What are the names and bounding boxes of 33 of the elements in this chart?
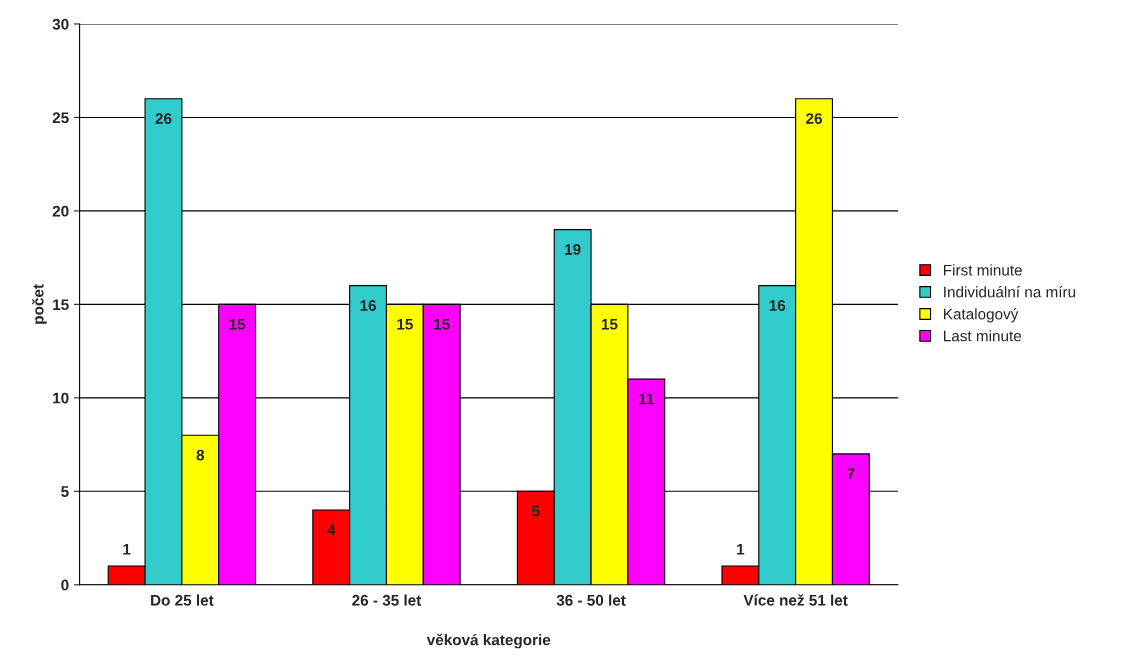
data-label: 15 (229, 318, 246, 330)
data-label: 1 (737, 543, 745, 555)
x-tick-label: 26 - 35 let (352, 594, 422, 606)
legend-label: Last minute (944, 330, 1022, 342)
data-label: 15 (601, 318, 618, 330)
data-label: 15 (397, 318, 413, 330)
data-label: 16 (769, 300, 786, 311)
y-tick-label: 25 (52, 112, 69, 124)
y-tick-label: 20 (52, 205, 69, 217)
y-tick-label: 30 (52, 18, 69, 30)
legend-label: First minute (944, 264, 1022, 276)
data-label: 1 (123, 543, 131, 555)
data-label: 5 (532, 505, 540, 517)
data-label: 4 (327, 524, 336, 536)
y-tick-label: 15 (53, 299, 69, 311)
y-tick-label: 5 (61, 486, 69, 497)
x-axis-title: věková kategorie (426, 633, 551, 649)
x-tick-label: Více než 51 let (743, 594, 848, 606)
y-axis-title: počet (32, 284, 47, 324)
data-label: 16 (360, 300, 376, 311)
data-label: 11 (639, 393, 654, 405)
legend-label: Individuální na míru (944, 286, 1076, 298)
y-tick-label: 10 (53, 392, 69, 404)
y-tick-label: 0 (61, 579, 69, 591)
data-label: 26 (806, 113, 822, 124)
x-tick-label: 36 - 50 let (556, 594, 626, 606)
data-label: 26 (155, 113, 172, 124)
legend-label: Katalogový (944, 308, 1019, 323)
data-label: 15 (434, 318, 450, 330)
data-label: 8 (196, 449, 205, 461)
data-label: 7 (847, 468, 855, 479)
x-tick-label: Do 25 let (151, 594, 214, 606)
data-label: 19 (565, 244, 581, 255)
